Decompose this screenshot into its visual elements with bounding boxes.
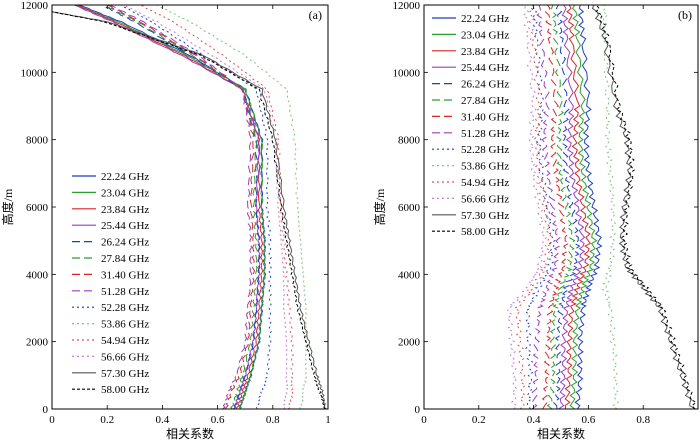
series-line-3140 <box>107 5 256 409</box>
legend-entry: 56.66 GHz <box>461 193 509 205</box>
x-axis-label: 相关系数 <box>537 426 585 441</box>
series-line-5386 <box>601 5 620 409</box>
x-tick-label: 0 <box>421 414 427 426</box>
legend-entry: 57.30 GHz <box>101 368 149 380</box>
y-tick-label: 0 <box>43 404 49 416</box>
y-tick-label: 12000 <box>393 0 421 12</box>
series-line-3140 <box>541 5 570 409</box>
series-line-2784 <box>546 5 576 409</box>
chart-panel-a: 0 0.2 0.4 0.6 0.8 1 0 2000 4000 6000 8000 10000 1200… <box>0 0 331 441</box>
y-tick-label: 4000 <box>398 269 421 281</box>
legend-entry: 53.86 GHz <box>101 319 149 331</box>
series-line-2624 <box>552 5 581 409</box>
series-line-2624 <box>101 5 261 409</box>
legend-entry: 31.40 GHz <box>461 111 509 123</box>
legend-entry: 26.24 GHz <box>101 237 149 249</box>
series-line-5494 <box>140 5 294 409</box>
y-axis-label: 高度/m <box>0 188 15 225</box>
x-axis-label: 相关系数 <box>166 426 214 441</box>
y-tick-label: 10000 <box>393 67 421 79</box>
series-line-5128 <box>531 5 562 409</box>
series-line-5800 <box>595 5 697 409</box>
legend-entry: 57.30 GHz <box>461 210 509 222</box>
legend-entry: 52.28 GHz <box>461 144 509 156</box>
chart-panel-b: 0 0.2 0.4 0.6 0.8 0 2000 4000 6000 8000 10000 12000… <box>372 0 699 441</box>
legend-entry: 26.24 GHz <box>461 79 509 91</box>
legend: 22.24 GHz 23.04 GHz 23.84 GHz 25.44 GHz 26.2… <box>72 171 149 396</box>
legend-entry: 25.44 GHz <box>101 220 149 232</box>
legend-entry: 53.86 GHz <box>461 161 509 173</box>
series-line-2544 <box>73 5 261 409</box>
legend-entry: 54.94 GHz <box>461 177 509 189</box>
legend-entry: 56.66 GHz <box>101 351 149 363</box>
legend-entry: 23.84 GHz <box>461 46 509 58</box>
series-line-5228 <box>524 5 556 409</box>
panel-label: (b) <box>678 8 692 22</box>
x-tick-label: 0.8 <box>636 414 650 426</box>
y-tick-label: 4000 <box>26 269 49 281</box>
legend-entry: 25.44 GHz <box>461 62 509 74</box>
legend: 22.24 GHz 23.04 GHz 23.84 GHz 25.44 GHz 26.2… <box>432 13 509 238</box>
y-tick-label: 10000 <box>21 67 49 79</box>
legend-entry: 27.84 GHz <box>101 253 149 265</box>
legend-entry: 23.04 GHz <box>101 187 149 199</box>
legend-entry: 31.40 GHz <box>101 269 149 281</box>
legend-entry: 52.28 GHz <box>101 302 149 314</box>
y-tick-label: 2000 <box>398 337 421 349</box>
plot-frame <box>51 4 329 410</box>
x-tick-label: 0.4 <box>527 414 541 426</box>
series-line-2784 <box>104 5 258 409</box>
series-line-5800 <box>52 11 326 409</box>
series-line-5730 <box>52 11 327 409</box>
y-tick-label: 6000 <box>398 202 421 214</box>
legend-entry: 54.94 GHz <box>101 335 149 347</box>
legend-entry: 51.28 GHz <box>101 286 149 298</box>
x-tick-label: 1 <box>325 414 331 426</box>
series-line-5494 <box>513 5 554 409</box>
y-axis-label: 高度/m <box>372 188 387 225</box>
series-line-2384 <box>76 5 264 409</box>
y-tick-label: 12000 <box>21 0 49 12</box>
legend-entry: 22.24 GHz <box>101 171 149 183</box>
y-tick-label: 6000 <box>26 202 49 214</box>
series-group <box>506 5 697 409</box>
series-line-2304 <box>569 5 598 409</box>
y-tick-label: 2000 <box>26 337 49 349</box>
x-tick-label: 0.4 <box>156 414 170 426</box>
x-tick-label: 0.6 <box>211 414 225 426</box>
legend-entry: 23.04 GHz <box>461 29 509 41</box>
series-line-2224 <box>574 5 603 409</box>
x-tick-label: 0.2 <box>472 414 486 426</box>
x-tick-label: 0 <box>49 414 55 426</box>
y-tick-label: 8000 <box>398 135 421 147</box>
series-line-2384 <box>564 5 591 409</box>
y-tick-label: 0 <box>415 404 421 416</box>
y-tick-label: 8000 <box>26 135 49 147</box>
series-line-2544 <box>558 5 586 409</box>
series-line-2304 <box>76 5 267 409</box>
legend-entry: 27.84 GHz <box>461 95 509 107</box>
x-tick-label: 0.8 <box>266 414 280 426</box>
legend-entry: 58.00 GHz <box>101 384 149 396</box>
series-line-5128 <box>109 5 253 409</box>
x-tick-label: 0.6 <box>582 414 596 426</box>
legend-entry: 58.00 GHz <box>461 226 509 238</box>
legend-entry: 23.84 GHz <box>101 204 149 216</box>
x-tick-label: 0.2 <box>100 414 114 426</box>
legend-entry: 51.28 GHz <box>461 128 509 140</box>
series-line-5730 <box>591 5 696 409</box>
series-line-5666 <box>506 5 548 409</box>
series-group <box>52 5 327 409</box>
panel-label: (a) <box>309 8 322 22</box>
legend-entry: 22.24 GHz <box>461 13 509 25</box>
series-line-5228 <box>120 5 272 409</box>
series-line-5386 <box>156 5 308 409</box>
